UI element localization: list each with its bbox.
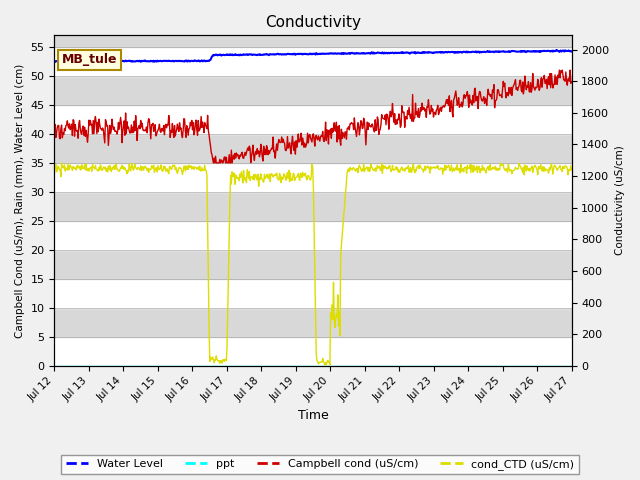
Bar — [54, 221, 572, 250]
X-axis label: Time: Time — [298, 409, 328, 422]
Bar — [54, 250, 572, 279]
Bar — [54, 18, 572, 47]
Bar — [54, 76, 572, 105]
Text: MB_tule: MB_tule — [62, 53, 118, 66]
Bar — [54, 163, 572, 192]
Bar — [54, 337, 572, 366]
Bar — [54, 105, 572, 134]
Bar — [54, 47, 572, 76]
Y-axis label: Campbell Cond (uS/m), Rain (mm), Water Level (cm): Campbell Cond (uS/m), Rain (mm), Water L… — [15, 63, 25, 338]
Legend: Water Level, ppt, Campbell cond (uS/cm), cond_CTD (uS/cm): Water Level, ppt, Campbell cond (uS/cm),… — [61, 455, 579, 474]
Y-axis label: Conductivity (uS/cm): Conductivity (uS/cm) — [615, 146, 625, 255]
Bar — [54, 279, 572, 308]
Bar — [54, 134, 572, 163]
Bar — [54, 192, 572, 221]
Title: Conductivity: Conductivity — [265, 15, 361, 30]
Bar — [54, 308, 572, 337]
